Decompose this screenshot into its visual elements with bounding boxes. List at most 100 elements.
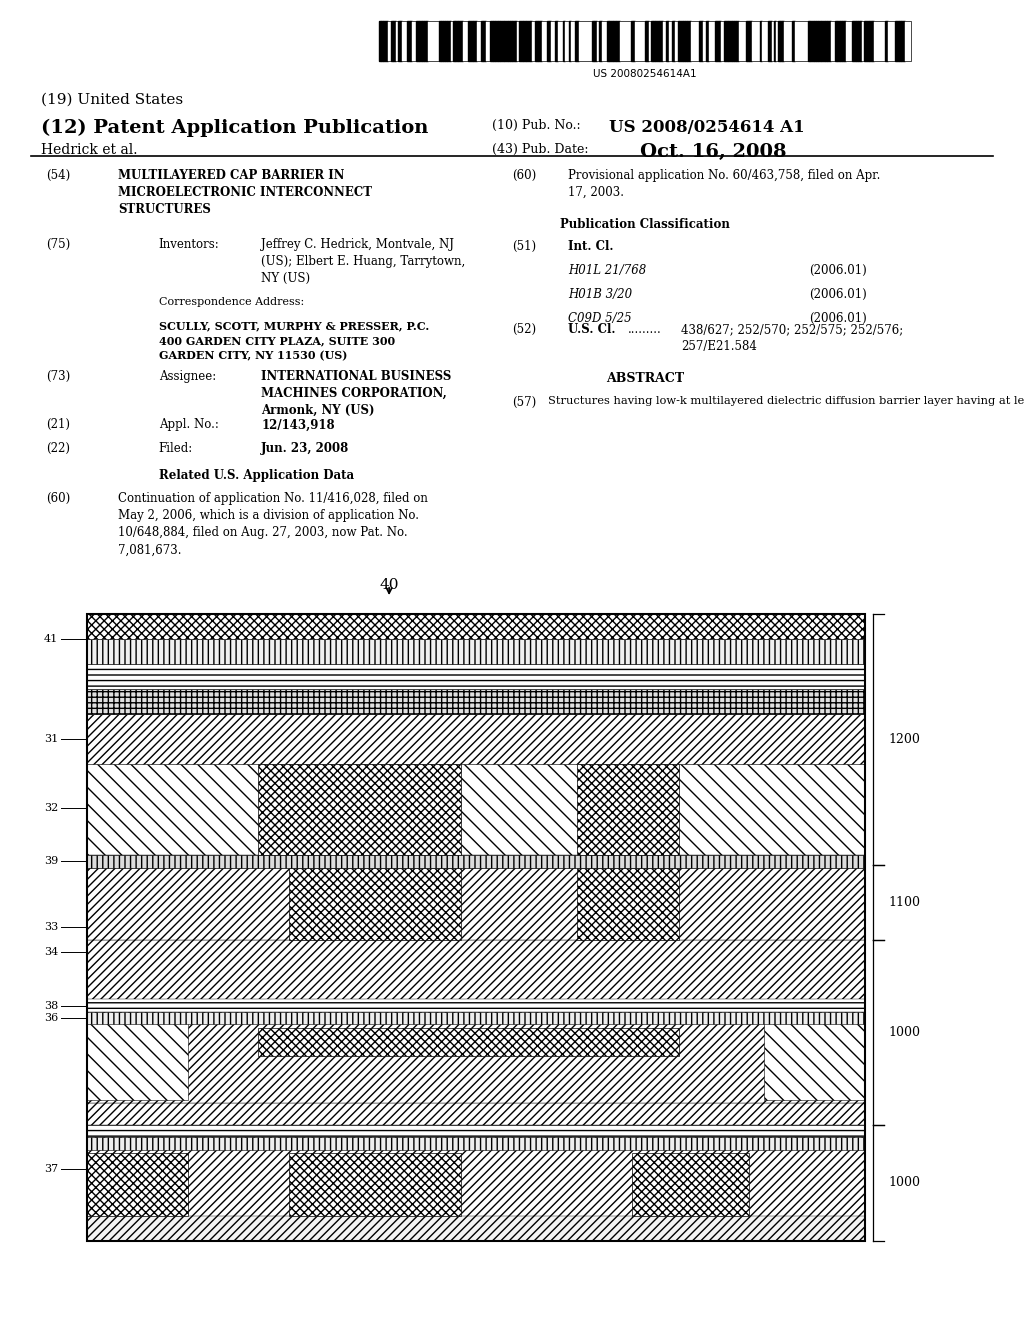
Text: 36: 36 — [44, 1014, 58, 1023]
Bar — [453, 21, 455, 61]
Text: Structures having low-k multilayered dielectric diffusion barrier layer having a: Structures having low-k multilayered die… — [548, 396, 1024, 407]
Bar — [590, 21, 592, 61]
Bar — [87, 999, 865, 1012]
Bar — [653, 21, 655, 61]
Bar — [663, 21, 666, 61]
Text: C09D 5/25: C09D 5/25 — [568, 312, 632, 325]
Bar — [685, 21, 687, 61]
Bar — [87, 689, 865, 714]
Bar — [563, 21, 565, 61]
Bar — [500, 21, 504, 61]
Bar — [477, 21, 481, 61]
Bar — [831, 21, 835, 61]
Bar — [523, 21, 526, 61]
Text: Provisional application No. 60/463,758, filed on Apr.
17, 2003.: Provisional application No. 60/463,758, … — [568, 169, 881, 199]
Bar — [827, 21, 831, 61]
Bar — [891, 21, 895, 61]
Text: 1200: 1200 — [889, 733, 921, 746]
Bar — [774, 21, 776, 61]
Bar — [901, 21, 905, 61]
Bar — [578, 764, 679, 855]
Bar — [864, 21, 869, 61]
Bar — [416, 21, 419, 61]
Bar — [645, 21, 649, 61]
Bar — [599, 21, 602, 61]
Bar — [746, 21, 749, 61]
Text: INTERNATIONAL BUSINESS
MACHINES CORPORATION,
Armonk, NY (US): INTERNATIONAL BUSINESS MACHINES CORPORAT… — [261, 370, 452, 417]
Bar — [635, 21, 638, 61]
Bar — [87, 1216, 865, 1241]
Text: (2006.01): (2006.01) — [809, 312, 866, 325]
Bar — [530, 21, 532, 61]
Bar — [517, 21, 519, 61]
Bar — [780, 21, 782, 61]
Text: Appl. No.:: Appl. No.: — [159, 418, 218, 432]
Bar — [858, 21, 860, 61]
Bar — [709, 21, 712, 61]
Bar — [87, 614, 865, 1241]
Bar — [391, 21, 393, 61]
Bar — [407, 21, 410, 61]
Bar — [445, 21, 447, 61]
Bar — [400, 21, 402, 61]
Text: 33: 33 — [44, 923, 58, 932]
Bar — [398, 21, 400, 61]
Bar — [860, 21, 862, 61]
Bar — [669, 21, 672, 61]
Bar — [87, 1012, 865, 1024]
Bar — [490, 21, 493, 61]
Text: (52): (52) — [512, 323, 537, 337]
Bar — [732, 21, 734, 61]
Text: Filed:: Filed: — [159, 442, 193, 455]
Bar — [776, 21, 778, 61]
Text: 1100: 1100 — [889, 896, 921, 908]
Bar — [465, 21, 468, 61]
Text: Publication Classification: Publication Classification — [560, 218, 730, 231]
Bar — [872, 21, 874, 61]
Text: 31: 31 — [44, 734, 58, 744]
Bar — [582, 21, 584, 61]
Bar — [762, 21, 764, 61]
Bar — [641, 21, 643, 61]
Bar — [579, 21, 582, 61]
Bar — [719, 21, 721, 61]
Bar — [888, 21, 891, 61]
Bar — [835, 21, 837, 61]
Bar — [422, 21, 424, 61]
Text: (51): (51) — [512, 240, 537, 253]
Bar — [703, 21, 706, 61]
Text: US 2008/0254614 A1: US 2008/0254614 A1 — [609, 119, 805, 136]
Bar — [736, 21, 739, 61]
Text: 34: 34 — [44, 948, 58, 957]
Bar — [439, 21, 441, 61]
Text: 32: 32 — [44, 803, 58, 813]
Bar — [87, 1138, 865, 1150]
Bar — [760, 21, 762, 61]
Bar — [87, 639, 865, 664]
Text: 41: 41 — [44, 634, 58, 644]
Bar — [805, 21, 808, 61]
Bar — [633, 21, 635, 61]
Bar — [436, 21, 439, 61]
Text: Assignee:: Assignee: — [159, 370, 216, 383]
Bar — [885, 21, 888, 61]
Bar — [379, 21, 911, 61]
Bar — [447, 21, 451, 61]
Bar — [764, 21, 768, 61]
Bar — [441, 21, 443, 61]
Bar — [87, 664, 865, 689]
Text: 1000: 1000 — [889, 1026, 921, 1039]
Bar — [488, 21, 490, 61]
Text: (12) Patent Application Publication: (12) Patent Application Publication — [41, 119, 428, 137]
Bar — [825, 21, 827, 61]
Text: (57): (57) — [512, 396, 537, 409]
Bar — [558, 21, 563, 61]
Bar — [607, 21, 609, 61]
Bar — [801, 21, 805, 61]
Bar — [468, 21, 473, 61]
Bar — [412, 21, 416, 61]
Bar — [814, 21, 816, 61]
Bar — [666, 21, 669, 61]
Bar — [734, 21, 736, 61]
Text: (19) United States: (19) United States — [41, 92, 183, 107]
